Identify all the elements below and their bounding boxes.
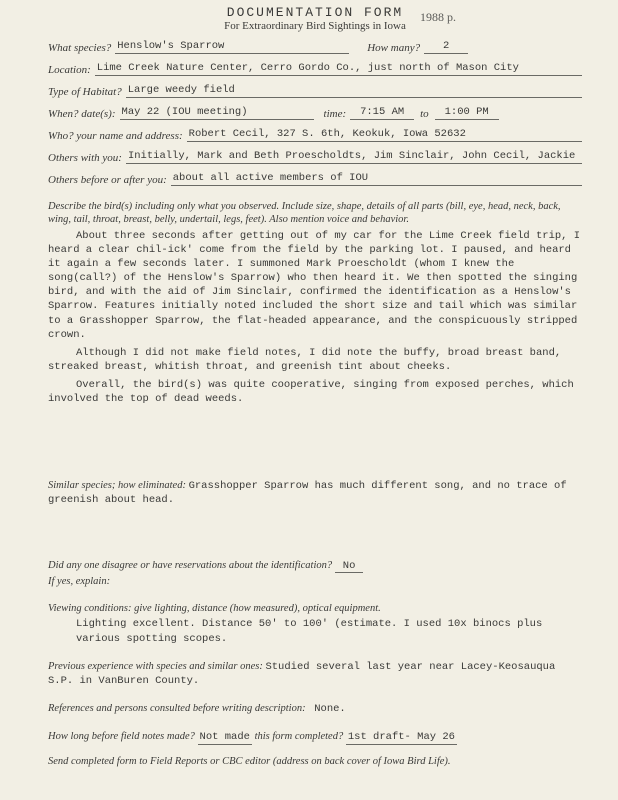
similar-label: Similar species; how eliminated: Grassho… <box>48 479 582 507</box>
previous-label: Previous experience with species and sim… <box>48 661 263 672</box>
viewing-text: Lighting excellent. Distance 50' to 100'… <box>48 617 582 645</box>
before-value: about all active members of IOU <box>171 172 582 186</box>
row-with: Others with you: Initially, Mark and Bet… <box>48 150 582 164</box>
to-label: to <box>414 108 435 120</box>
habitat-label: Type of Habitat? <box>48 86 126 98</box>
time-label: time: <box>314 108 351 120</box>
timing-label2: this form completed? <box>255 731 344 742</box>
ifyes-label: If yes, explain: <box>48 575 582 588</box>
similar-label-text: Similar species; how eliminated: <box>48 480 186 491</box>
timing-val2: 1st draft- May 26 <box>346 731 457 745</box>
row-location: Location: Lime Creek Nature Center, Cerr… <box>48 62 582 76</box>
previous-row: Previous experience with species and sim… <box>48 660 582 688</box>
timing-row: How long before field notes made? Not ma… <box>48 730 582 744</box>
describe-p1: About three seconds after getting out of… <box>48 229 582 342</box>
row-habitat: Type of Habitat? Large weedy field <box>48 84 582 98</box>
references-row: References and persons consulted before … <box>48 702 582 716</box>
form-title: DOCUMENTATION FORM <box>48 6 582 20</box>
references-text: None. <box>308 703 346 715</box>
describe-body: About three seconds after getting out of… <box>48 229 582 407</box>
time-from: 7:15 AM <box>350 106 414 120</box>
viewing-label: Viewing conditions: give lighting, dista… <box>48 602 582 615</box>
who-value: Robert Cecil, 327 S. 6th, Keokuk, Iowa 5… <box>187 128 582 142</box>
howmany-value: 2 <box>424 40 468 54</box>
with-value: Initially, Mark and Beth Proescholdts, J… <box>126 150 582 164</box>
describe-p3: Overall, the bird(s) was quite cooperati… <box>48 378 582 406</box>
handwritten-year: 1988 p. <box>420 10 456 25</box>
row-who: Who? your name and address: Robert Cecil… <box>48 128 582 142</box>
location-label: Location: <box>48 64 95 76</box>
footer-text: Send completed form to Field Reports or … <box>48 756 582 767</box>
disagree-row: Did any one disagree or have reservation… <box>48 559 582 573</box>
when-value: May 22 (IOU meeting) <box>120 106 314 120</box>
disagree-label: Did any one disagree or have reservation… <box>48 560 332 571</box>
row-species: What species? Henslow's Sparrow How many… <box>48 40 582 54</box>
with-label: Others with you: <box>48 152 126 164</box>
timing-val1: Not made <box>198 731 252 745</box>
before-label: Others before or after you: <box>48 174 171 186</box>
habitat-value: Large weedy field <box>126 84 582 98</box>
who-label: Who? your name and address: <box>48 130 187 142</box>
species-value: Henslow's Sparrow <box>115 40 349 54</box>
row-before: Others before or after you: about all ac… <box>48 172 582 186</box>
describe-prompt: Describe the bird(s) including only what… <box>48 200 582 226</box>
viewing-text-wrap: Lighting excellent. Distance 50' to 100'… <box>48 617 582 645</box>
location-value: Lime Creek Nature Center, Cerro Gordo Co… <box>95 62 582 76</box>
disagree-value: No <box>335 560 364 573</box>
row-when: When? date(s): May 22 (IOU meeting) time… <box>48 106 582 120</box>
timing-label1: How long before field notes made? <box>48 731 195 742</box>
references-label: References and persons consulted before … <box>48 703 306 714</box>
howmany-label: How many? <box>349 42 424 54</box>
form-subtitle: For Extraordinary Bird Sightings in Iowa <box>48 20 582 32</box>
when-label: When? date(s): <box>48 108 120 120</box>
describe-p2: Although I did not make field notes, I d… <box>48 346 582 374</box>
species-label: What species? <box>48 42 115 54</box>
time-to: 1:00 PM <box>435 106 499 120</box>
